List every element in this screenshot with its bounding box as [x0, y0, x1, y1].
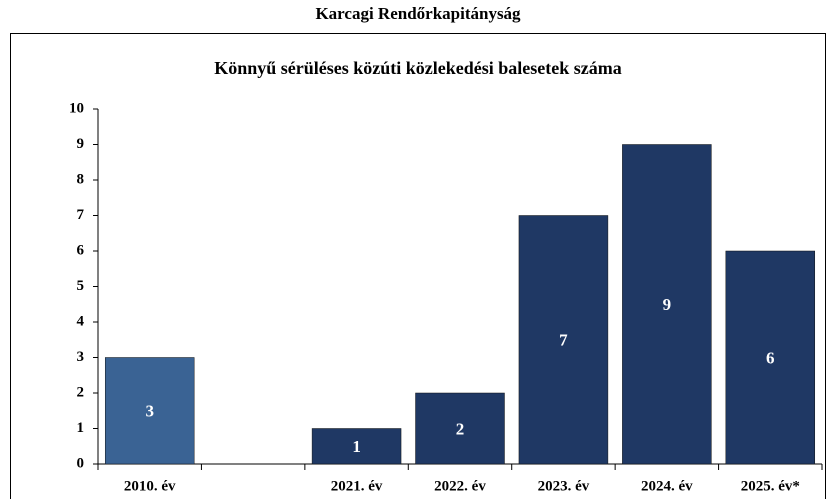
page: {"chart_data": {"type": "bar", "header":… — [0, 0, 828, 499]
x-tick-label: 2022. év — [434, 478, 486, 494]
value-label: 3 — [145, 402, 154, 421]
y-tick-label: 4 — [77, 313, 85, 329]
y-tick-label: 8 — [77, 171, 85, 187]
y-tick-label: 2 — [77, 384, 85, 400]
y-tick-label: 5 — [77, 278, 85, 294]
value-label: 2 — [456, 419, 465, 438]
y-tick-label: 3 — [77, 349, 85, 365]
y-tick-label: 10 — [69, 100, 84, 116]
x-tick-label: 2023. év — [538, 478, 590, 494]
x-tick-label: 2021. év — [331, 478, 383, 494]
value-label: 6 — [766, 348, 775, 367]
y-tick-label: 7 — [77, 207, 85, 223]
x-tick-label: 2025. év* — [741, 478, 800, 494]
chart-header: Karcagi Rendőrkapitányság — [315, 4, 521, 23]
y-tick-label: 9 — [77, 136, 85, 152]
chart: Karcagi Rendőrkapitányság Könnyű sérülés… — [0, 0, 828, 499]
y-tick-label: 0 — [77, 455, 85, 471]
value-label: 9 — [663, 295, 672, 314]
x-tick-label: 2024. év — [641, 478, 693, 494]
chart-title: Könnyű sérüléses közúti közlekedési bale… — [214, 58, 622, 78]
value-label: 7 — [559, 331, 568, 350]
value-label: 1 — [352, 437, 361, 456]
y-tick-label: 6 — [77, 242, 85, 258]
y-tick-label: 1 — [77, 420, 85, 436]
x-tick-label: 2010. év — [124, 478, 176, 494]
